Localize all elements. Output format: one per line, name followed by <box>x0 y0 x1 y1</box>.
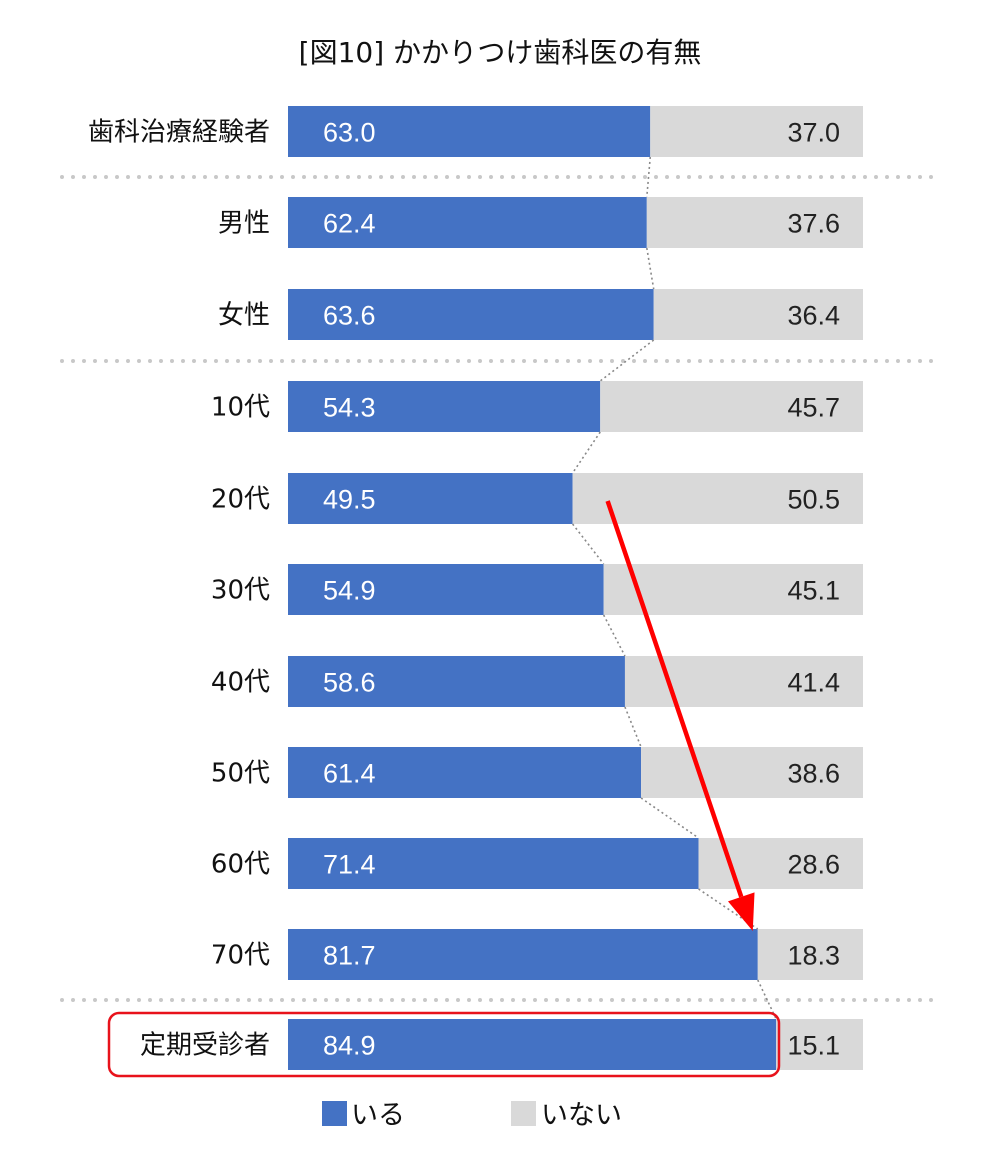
value-label-iru: 71.4 <box>323 850 376 880</box>
value-label-inai: 28.6 <box>787 850 840 880</box>
bar-iru <box>288 473 573 524</box>
category-label: 70代 <box>211 941 270 971</box>
bar-iru <box>288 656 625 707</box>
value-label-inai: 41.4 <box>787 668 840 698</box>
annotations-layer <box>107 500 781 1078</box>
category-label: 定期受診者 <box>140 1031 270 1061</box>
category-label: 30代 <box>211 576 270 606</box>
labels-layer: 歯科治療経験者 63.0 37.0 男性 62.4 37.6 女性 63.6 36.4 10代 54… <box>88 118 840 1061</box>
bar-inai <box>572 473 863 524</box>
legend-label-inai: いない <box>541 1100 622 1131</box>
connector-line <box>571 431 601 474</box>
highlight-box <box>107 1011 781 1078</box>
bar-inai <box>650 106 863 157</box>
category-label: 60代 <box>211 850 270 880</box>
connector-line <box>571 523 605 565</box>
value-label-iru: 81.7 <box>323 941 376 971</box>
value-label-inai: 50.5 <box>787 485 840 515</box>
group-separators <box>60 175 942 1002</box>
value-label-iru: 61.4 <box>323 759 376 789</box>
category-label: 男性 <box>218 209 270 239</box>
connector-line <box>646 156 652 198</box>
connector-line <box>602 614 626 657</box>
value-label-iru: 63.6 <box>323 301 376 331</box>
value-label-iru: 58.6 <box>323 668 376 698</box>
bar-iru <box>288 838 699 889</box>
category-label: 40代 <box>211 668 270 698</box>
bar-inai <box>641 747 863 798</box>
category-label: 20代 <box>211 485 270 515</box>
value-label-inai: 37.0 <box>787 118 840 148</box>
bar-iru <box>288 747 642 798</box>
connector-line <box>599 339 655 382</box>
category-label: 女性 <box>218 301 270 331</box>
category-label: 歯科治療経験者 <box>88 118 270 148</box>
bars-layer <box>288 106 863 1070</box>
connector-line <box>698 888 759 930</box>
bar-inai <box>600 381 863 432</box>
legend-swatch-inai <box>511 1101 536 1126</box>
connector-line <box>646 247 655 290</box>
bar-inai <box>646 197 863 248</box>
bar-iru <box>288 1019 777 1070</box>
value-label-inai: 37.6 <box>787 209 840 239</box>
bar-inai <box>603 564 863 615</box>
value-label-iru: 62.4 <box>323 209 376 239</box>
bar-iru <box>288 289 654 340</box>
value-label-inai: 45.7 <box>787 393 840 423</box>
bar-iru <box>288 929 758 980</box>
value-label-inai: 18.3 <box>787 941 840 971</box>
value-label-inai: 45.1 <box>787 576 840 606</box>
value-label-iru: 49.5 <box>323 485 376 515</box>
value-label-iru: 54.3 <box>323 393 376 423</box>
bar-iru <box>288 564 604 615</box>
trend-arrow-shaft <box>605 500 744 898</box>
bar-iru <box>288 106 651 157</box>
bar-inai <box>776 1019 863 1070</box>
category-label: 50代 <box>211 759 270 789</box>
bar-inai <box>757 929 863 980</box>
bar-inai <box>653 289 863 340</box>
legend: いる いない <box>322 1100 622 1131</box>
connector-line <box>640 797 700 839</box>
value-label-iru: 84.9 <box>323 1031 376 1061</box>
category-label: 10代 <box>211 393 270 423</box>
bar-iru <box>288 381 601 432</box>
value-label-iru: 54.9 <box>323 576 376 606</box>
legend-label-iru: いる <box>351 1100 405 1131</box>
value-label-inai: 38.6 <box>787 759 840 789</box>
bar-iru <box>288 197 647 248</box>
value-label-inai: 15.1 <box>787 1031 840 1061</box>
trend-arrow-head <box>727 892 755 931</box>
legend-swatch-iru <box>322 1101 347 1126</box>
value-label-iru: 63.0 <box>323 118 376 148</box>
connector-line <box>624 706 642 748</box>
value-label-inai: 36.4 <box>787 301 840 331</box>
chart-title: [図10] かかりつけ歯科医の有無 <box>299 36 702 69</box>
